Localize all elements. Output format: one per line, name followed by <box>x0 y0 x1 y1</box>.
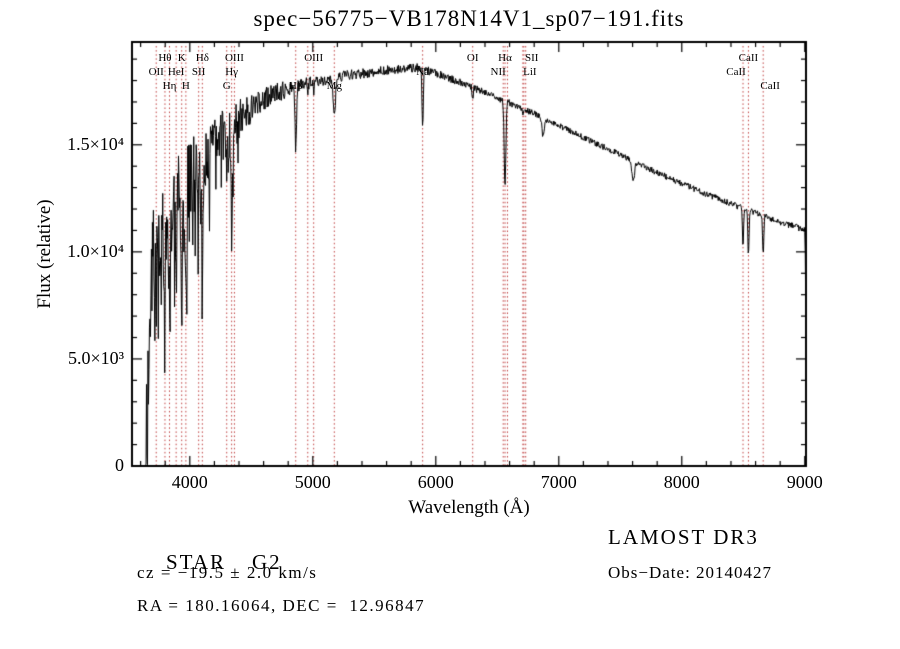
spectral-line-label: Hα <box>498 52 512 64</box>
spectral-line-label: HeI <box>167 66 185 78</box>
radial-velocity-text: cz = −19.5 ± 2.0 km/s <box>137 563 318 582</box>
spectral-line-label: CaII <box>760 80 780 92</box>
coordinates-text: RA = 180.16064, DEC = 12.96847 <box>137 596 426 615</box>
x-tick-label: 9000 <box>786 472 823 492</box>
x-tick-label: 4000 <box>171 472 208 492</box>
spectral-line-label: OIII <box>304 52 324 64</box>
object-class-label: STAR <box>166 550 226 574</box>
obs-date-text: Obs−Date: 20140427 <box>608 563 773 582</box>
figure-title: spec−56775−VB178N14V1_sp07−191.fits <box>253 6 685 31</box>
spectral-line-label: Hδ <box>195 52 209 64</box>
spectral-line-label: Hγ <box>225 66 239 78</box>
x-tick-label: 8000 <box>663 472 700 492</box>
spectral-line-label: CaII <box>738 52 759 64</box>
spectral-line-label: Hβ <box>288 80 303 92</box>
object-subclass-label: G2 <box>252 550 282 574</box>
spectral-line-label: OI <box>466 52 479 64</box>
spectral-line-label: K <box>177 52 186 64</box>
spectral-line-label: LiI <box>523 66 537 78</box>
survey-label: LAMOST DR3 <box>608 525 759 549</box>
spectral-line-label: Mg <box>326 80 342 92</box>
spectral-line-label: H <box>181 80 190 92</box>
y-tick-label: 1.5×10⁴ <box>67 133 124 154</box>
spectral-line-label: SII <box>191 66 206 78</box>
spectral-line-label: NII <box>490 66 506 78</box>
y-axis-label: Flux (relative) <box>34 199 55 309</box>
y-tick-label: 1.0×10⁴ <box>67 240 124 261</box>
spectral-line-label: CaII <box>726 66 746 78</box>
x-tick-label: 7000 <box>540 472 577 492</box>
object-classification: STAR G2 <box>137 525 282 600</box>
x-tick-label: 6000 <box>417 472 454 492</box>
x-tick-label: 5000 <box>294 472 331 492</box>
spectral-line-label: Hθ <box>158 52 172 64</box>
spectral-line-label: SII <box>524 52 539 64</box>
spectral-line-label: OIII <box>224 52 244 64</box>
y-tick-label: 5.0×10³ <box>67 348 124 369</box>
spectral-line-label: OII <box>148 66 164 78</box>
y-tick-label: 0 <box>115 455 124 476</box>
x-axis-label: Wavelength (Å) <box>408 497 530 518</box>
spectral-line-label: Na <box>416 66 430 78</box>
spectral-line-label: Hη <box>162 80 177 92</box>
spectral-line-label: G <box>222 80 231 92</box>
